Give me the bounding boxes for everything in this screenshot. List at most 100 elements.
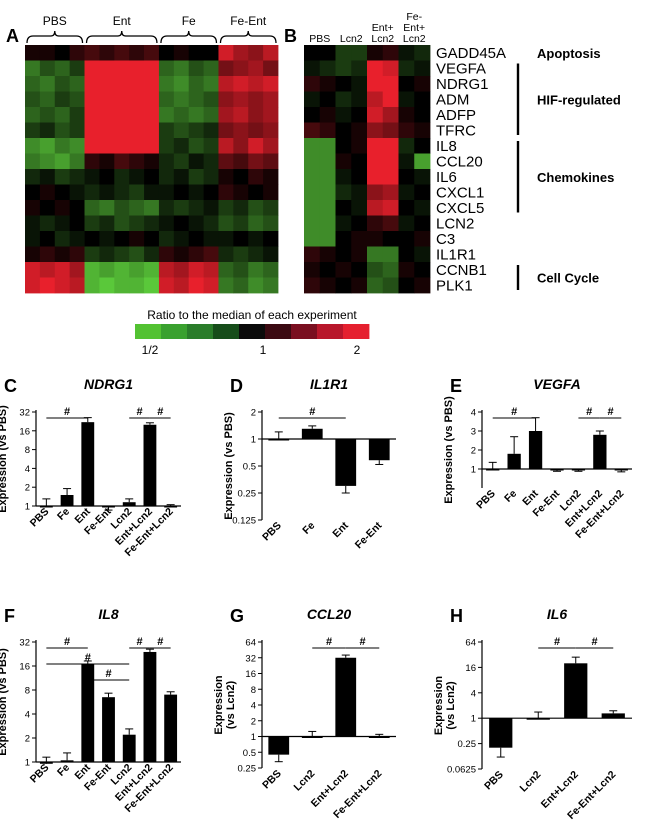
panel-a-cell — [144, 76, 160, 92]
panel-a-cell — [84, 184, 100, 201]
panel-a-cell — [99, 45, 115, 61]
panel-b-cell — [351, 231, 368, 247]
chart-x-tick-label: PBS — [28, 762, 52, 786]
panel-a-cell — [114, 107, 130, 123]
chart-bar — [335, 657, 357, 737]
panel-a-cell — [203, 246, 219, 263]
panel-b-cell — [382, 122, 399, 139]
gene-label: CCNB1 — [436, 262, 487, 279]
panel-a-label: A — [6, 26, 19, 46]
panel-a-cell — [203, 45, 219, 61]
panel-a-cell — [218, 231, 234, 247]
panel-b-cell — [335, 138, 352, 154]
chart-panel-h: H IL6 0.0625 0.25 1 4 16 64 Expression(vs Lcn2) P… — [433, 606, 632, 821]
panel-a-cell — [218, 138, 234, 154]
panel-a-cell — [248, 76, 264, 92]
panel-a-cell — [99, 122, 115, 139]
panel-a-cell — [114, 169, 130, 185]
panel-b-cell — [304, 169, 321, 185]
colorbar-swatch — [239, 324, 266, 339]
panel-b-cell — [398, 169, 415, 185]
panel-b-cell — [382, 215, 399, 232]
gene-label: CXCL1 — [436, 185, 484, 202]
panel-a-cell — [54, 153, 71, 170]
panel-a-cell — [203, 138, 219, 154]
panel-a-cell — [188, 184, 204, 201]
chart-bar — [81, 422, 95, 506]
panel-a-cell — [158, 200, 175, 216]
panel-b-cell — [414, 107, 431, 123]
panel-b-cell — [398, 138, 415, 154]
panel-b-cell — [382, 169, 399, 185]
panel-a-cell — [54, 246, 71, 263]
chart-bar — [550, 469, 564, 471]
chart-significance-mark: # — [586, 406, 592, 418]
panel-b-cell — [414, 153, 431, 170]
panel-b-cell — [319, 45, 336, 61]
panel-b-cell — [382, 262, 399, 278]
chart-title: IL1R1 — [310, 376, 348, 392]
panel-b-cell — [319, 277, 336, 294]
panel-a-cell — [39, 153, 56, 170]
panel-a-cell — [233, 60, 249, 77]
chart-y-tick-label: 64 — [245, 638, 256, 649]
chart-bar — [526, 718, 550, 720]
panel-b-cell — [398, 122, 415, 139]
chart-y-tick-label: 1 — [251, 732, 256, 743]
panel-a-cell — [248, 122, 264, 139]
panel-a-cell — [114, 262, 130, 278]
gene-label: CXCL5 — [436, 200, 484, 217]
panel-a-cell — [248, 231, 264, 247]
panel-b-cell — [367, 45, 384, 61]
gene-label: NDRG1 — [436, 76, 489, 93]
panel-a-cell — [99, 200, 115, 216]
panel-b-cell — [367, 169, 384, 185]
chart-y-tick-label: 0.5 — [243, 748, 256, 759]
chart-panel-label: C — [4, 376, 17, 396]
panel-a-cell — [233, 138, 249, 154]
panel-b-cell — [367, 200, 384, 216]
panel-a-cell — [263, 153, 279, 170]
panel-b-cell — [335, 262, 352, 278]
panel-a-cell — [144, 200, 160, 216]
panel-b-cell — [367, 122, 384, 139]
chart-bar — [81, 663, 95, 762]
panel-a-cell — [54, 138, 71, 154]
panel-b-cell — [304, 107, 321, 123]
panel-b-cell — [319, 231, 336, 247]
panel-a-cell — [203, 107, 219, 123]
chart-y-tick-label: 4 — [471, 688, 476, 699]
panel-a-cell — [54, 215, 71, 232]
panel-a-cell — [203, 91, 219, 108]
panel-b-cell — [304, 91, 321, 108]
panel-a-cell — [188, 76, 204, 92]
panel-b-cell — [398, 262, 415, 278]
colorbar-swatch — [265, 324, 292, 339]
colorbar-swatch — [291, 324, 318, 339]
panel-a-cell — [188, 231, 204, 247]
chart-y-tick-label: 16 — [465, 663, 476, 674]
chart-y-tick-label: 32 — [19, 638, 30, 649]
panel-b-cell — [398, 200, 415, 216]
panel-a-cell — [39, 60, 56, 77]
panel-a-cell — [99, 231, 115, 247]
chart-panel-d: D IL1R1 0.125 0.25 0.5 1 2 Expression (vs PBS) P… — [223, 376, 396, 551]
panel-a-cell — [158, 138, 175, 154]
panel-a-cell — [129, 277, 145, 294]
panel-a-cell — [129, 231, 145, 247]
chart-x-tick-label: Ent — [330, 519, 351, 540]
panel-a-cell — [69, 262, 85, 278]
panel-a-cell — [25, 107, 41, 123]
chart-x-tick-label: Fe-Ent — [353, 519, 385, 551]
chart-significance-mark: # — [137, 636, 143, 648]
panel-b-cell — [304, 153, 321, 170]
panel-a-cell — [188, 60, 204, 77]
panel-b-cell — [304, 200, 321, 216]
chart-bar — [593, 434, 607, 469]
panel-b-cell — [319, 200, 336, 216]
panel-a-cell — [218, 45, 234, 61]
panel-a-cell — [158, 76, 175, 92]
panel-a-cell — [248, 277, 264, 294]
chart-significance-mark: # — [85, 652, 91, 664]
panel-a-cell — [69, 153, 85, 170]
